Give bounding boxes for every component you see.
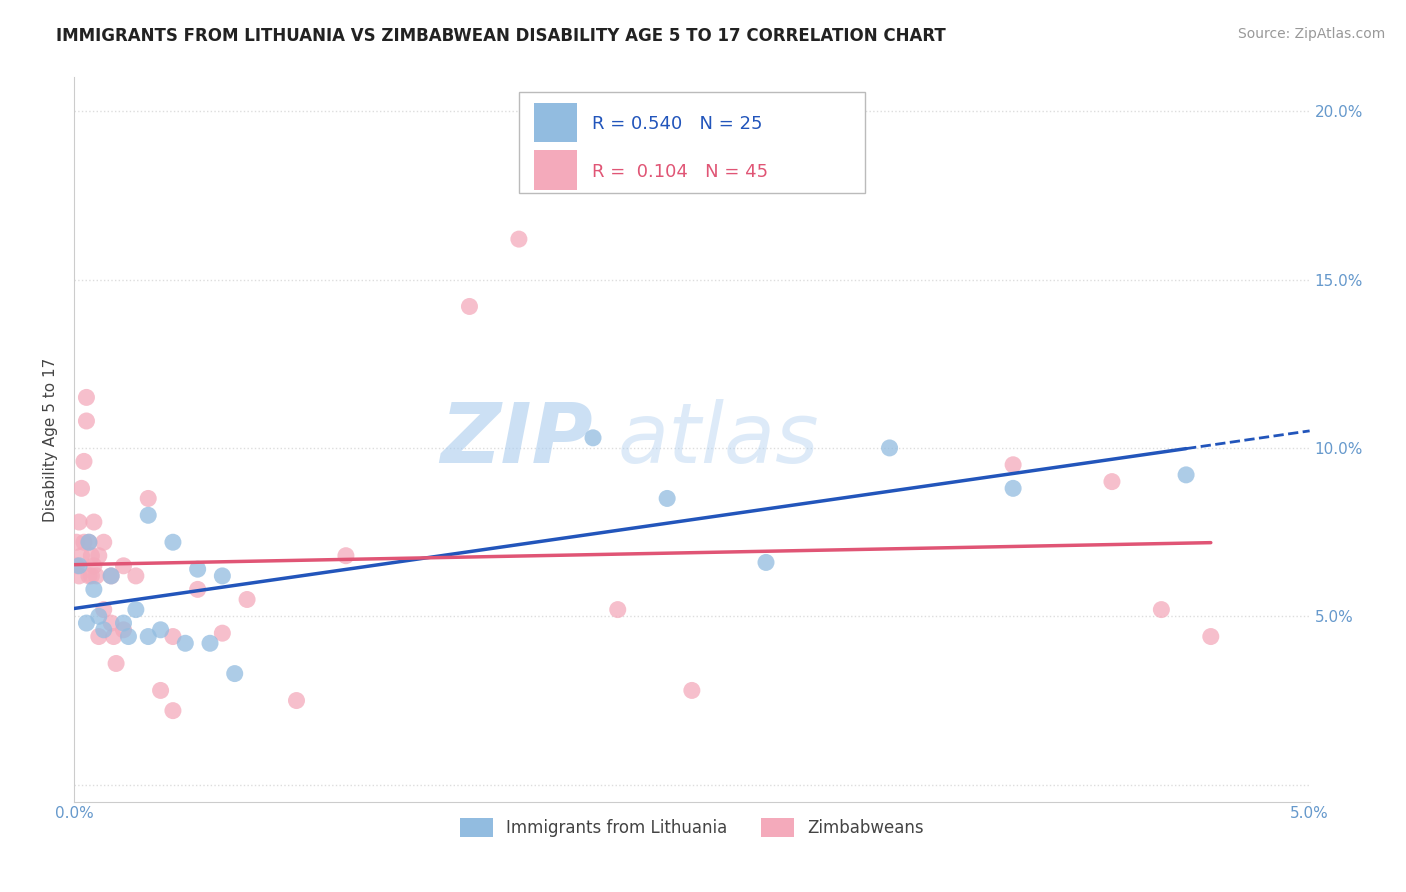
- Point: [77, 535, 100, 549]
- Text: ZIP: ZIP: [440, 399, 593, 480]
- Point: [174, 636, 197, 650]
- Point: [93, 535, 115, 549]
- Point: [162, 630, 184, 644]
- Point: [80, 549, 103, 563]
- Point: [77, 569, 100, 583]
- Point: [224, 666, 246, 681]
- Text: IMMIGRANTS FROM LITHUANIA VS ZIMBABWEAN DISABILITY AGE 5 TO 17 CORRELATION CHART: IMMIGRANTS FROM LITHUANIA VS ZIMBABWEAN …: [56, 27, 946, 45]
- Point: [67, 515, 90, 529]
- Point: [112, 623, 135, 637]
- Point: [75, 616, 97, 631]
- Point: [125, 602, 148, 616]
- Point: [335, 549, 357, 563]
- Point: [87, 549, 110, 563]
- Point: [105, 657, 128, 671]
- Point: [136, 508, 159, 523]
- Point: [75, 414, 97, 428]
- Point: [187, 582, 209, 597]
- Point: [100, 616, 122, 631]
- Point: [83, 515, 105, 529]
- Point: [162, 535, 184, 549]
- Point: [73, 535, 96, 549]
- Point: [1150, 602, 1173, 616]
- Point: [136, 630, 159, 644]
- Point: [112, 616, 135, 631]
- Point: [70, 549, 93, 563]
- Point: [755, 556, 778, 570]
- Point: [582, 431, 605, 445]
- Point: [198, 636, 221, 650]
- Point: [93, 602, 115, 616]
- Point: [606, 602, 628, 616]
- Point: [1175, 467, 1198, 482]
- Point: [65, 558, 87, 573]
- Text: R =  0.104   N = 45: R = 0.104 N = 45: [592, 163, 768, 181]
- Point: [136, 491, 159, 506]
- Bar: [534, 150, 576, 190]
- Point: [100, 569, 122, 583]
- Point: [1002, 458, 1025, 472]
- Point: [67, 569, 90, 583]
- Point: [1002, 481, 1025, 495]
- Point: [211, 569, 233, 583]
- Text: Source: ZipAtlas.com: Source: ZipAtlas.com: [1237, 27, 1385, 41]
- Point: [285, 693, 308, 707]
- Point: [103, 630, 125, 644]
- Point: [162, 704, 184, 718]
- Point: [1101, 475, 1123, 489]
- Point: [73, 454, 96, 468]
- Point: [86, 569, 108, 583]
- Point: [80, 569, 103, 583]
- Point: [508, 232, 530, 246]
- Point: [67, 558, 90, 573]
- Point: [117, 630, 139, 644]
- Legend: Immigrants from Lithuania, Zimbabweans: Immigrants from Lithuania, Zimbabweans: [453, 812, 931, 844]
- FancyBboxPatch shape: [519, 92, 865, 194]
- Point: [93, 623, 115, 637]
- Point: [458, 300, 481, 314]
- Point: [149, 623, 172, 637]
- Point: [112, 558, 135, 573]
- Point: [657, 491, 679, 506]
- Point: [100, 569, 122, 583]
- Y-axis label: Disability Age 5 to 17: Disability Age 5 to 17: [44, 358, 58, 522]
- Point: [879, 441, 901, 455]
- Point: [681, 683, 703, 698]
- Point: [77, 535, 100, 549]
- Point: [87, 609, 110, 624]
- Bar: [534, 103, 576, 143]
- Point: [125, 569, 148, 583]
- Point: [211, 626, 233, 640]
- Point: [70, 481, 93, 495]
- Point: [87, 630, 110, 644]
- Point: [65, 535, 87, 549]
- Point: [75, 391, 97, 405]
- Point: [236, 592, 259, 607]
- Point: [149, 683, 172, 698]
- Point: [83, 558, 105, 573]
- Point: [83, 582, 105, 597]
- Point: [1199, 630, 1222, 644]
- Text: R = 0.540   N = 25: R = 0.540 N = 25: [592, 115, 762, 134]
- Text: atlas: atlas: [617, 399, 820, 480]
- Point: [187, 562, 209, 576]
